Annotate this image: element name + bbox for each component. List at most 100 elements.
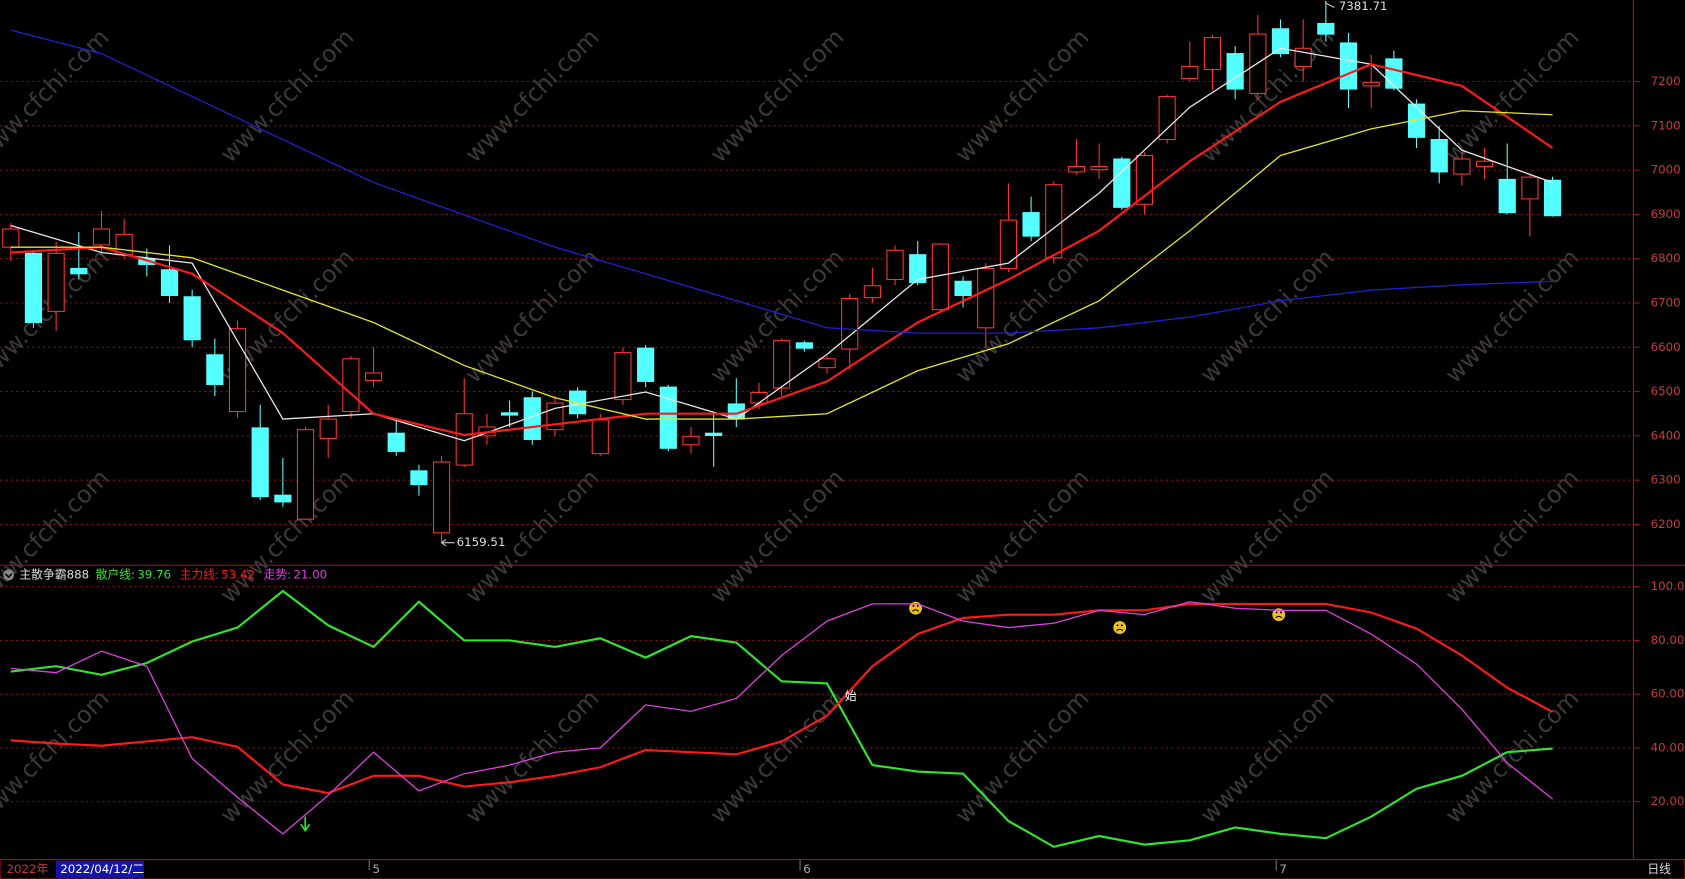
- candle-body: [1430, 138, 1448, 173]
- candle-body: [1385, 58, 1403, 89]
- candle-body: [1067, 166, 1086, 173]
- candle-body: [909, 254, 927, 284]
- candle-body: [773, 340, 791, 389]
- candle-body: [92, 228, 111, 246]
- x-tick-label: 6: [803, 862, 811, 876]
- legend-value: 53.42: [221, 567, 255, 581]
- candle-body: [637, 347, 655, 382]
- candle-body: [886, 249, 904, 281]
- y-tick-label: 6500: [1651, 384, 1681, 398]
- indicator-line: [10, 602, 1554, 795]
- y-tick-label: 100.0: [1651, 579, 1685, 593]
- signal-arrow: [300, 816, 311, 833]
- indicator-line: [10, 589, 1553, 848]
- y-tick-label: 6700: [1651, 295, 1681, 309]
- candle-body: [863, 285, 881, 299]
- legend-value: 39.76: [137, 567, 171, 581]
- moving-average-line: [10, 47, 1553, 442]
- indicator-title: 主散争霸888: [19, 567, 89, 581]
- candle-body: [296, 429, 315, 520]
- candle-body: [1113, 158, 1131, 208]
- y-tick-label: 7200: [1651, 74, 1681, 88]
- candle-body: [2, 228, 20, 248]
- candle-body: [523, 397, 541, 440]
- panel-icon: [3, 569, 15, 581]
- candle-body: [183, 296, 201, 341]
- candle-body: [455, 413, 473, 466]
- y-tick-label: 6600: [1651, 340, 1681, 354]
- candle-body: [410, 470, 428, 486]
- candle-body: [1090, 166, 1108, 171]
- candle-body: [977, 267, 995, 329]
- candle-body: [501, 412, 519, 416]
- y-tick-label: 7000: [1651, 163, 1681, 177]
- candle-body: [1271, 28, 1290, 55]
- moving-average-line: [10, 63, 1554, 437]
- candle-body: [1453, 158, 1471, 175]
- candle-body: [47, 252, 65, 312]
- candle-body: [24, 252, 43, 324]
- candle-body: [591, 419, 609, 455]
- candle-body: [1475, 160, 1494, 168]
- footer-date: 2022/04/12/二: [60, 862, 144, 876]
- candle-body: [206, 354, 224, 386]
- candle-body: [1407, 103, 1426, 138]
- candle-body: [342, 358, 360, 413]
- footer-period: 日线: [1647, 862, 1671, 876]
- candle-body: [954, 280, 972, 296]
- candle-body: [1045, 184, 1063, 259]
- min-label: 6159.51: [457, 535, 506, 549]
- legend-label: 走势:: [264, 567, 292, 581]
- max-label: 7381.71: [1339, 0, 1388, 13]
- y-tick-label: 80.00: [1651, 633, 1685, 647]
- x-tick-label: 7: [1279, 862, 1287, 876]
- candle-body: [818, 358, 836, 369]
- y-tick-label: 6900: [1651, 207, 1681, 221]
- candle-body: [432, 461, 451, 534]
- legend-label: 散户线:: [96, 567, 135, 581]
- y-tick-label: 6300: [1651, 473, 1681, 487]
- candle-body: [1498, 178, 1516, 214]
- candle-body: [364, 372, 383, 382]
- date-box: [55, 860, 145, 878]
- signal-face: [1272, 608, 1286, 622]
- candle-body: [1226, 53, 1244, 90]
- y-tick-label: 6800: [1651, 251, 1681, 265]
- y-tick-label: 7100: [1651, 118, 1681, 132]
- candle-body: [841, 298, 859, 350]
- candle-body: [1521, 176, 1539, 200]
- signal-face: [1113, 621, 1127, 634]
- candle-body: [1203, 37, 1222, 71]
- candle-body: [682, 435, 700, 446]
- y-tick-label: 40.00: [1651, 740, 1685, 754]
- candle-body: [274, 494, 292, 503]
- extreme-pointer: [441, 539, 455, 547]
- indicator-line: [10, 601, 1553, 835]
- y-tick-label: 6400: [1651, 428, 1681, 442]
- candle-body: [614, 352, 632, 401]
- legend-label: 主力线:: [180, 567, 219, 581]
- candle-body: [387, 432, 405, 452]
- candle-body: [1158, 96, 1176, 141]
- y-tick-label: 6200: [1651, 517, 1681, 531]
- legend-value: 21.00: [293, 567, 327, 581]
- candle-body: [1543, 179, 1562, 217]
- signal-label: 始: [845, 689, 857, 703]
- y-tick-label: 20.00: [1651, 794, 1685, 808]
- candle-body: [1022, 212, 1040, 237]
- candle-body: [999, 219, 1018, 269]
- x-tick-label: 5: [372, 862, 380, 876]
- candle-body: [795, 342, 813, 349]
- candle-body: [1362, 81, 1380, 87]
- candle-body: [251, 427, 269, 498]
- candle-body: [1339, 42, 1358, 90]
- candle-body: [160, 269, 179, 296]
- moving-average-line: [10, 29, 1553, 334]
- candle-body: [70, 267, 88, 275]
- candle-body: [705, 432, 723, 436]
- y-tick-label: 60.00: [1651, 687, 1685, 701]
- extreme-pointer: [1325, 1, 1335, 9]
